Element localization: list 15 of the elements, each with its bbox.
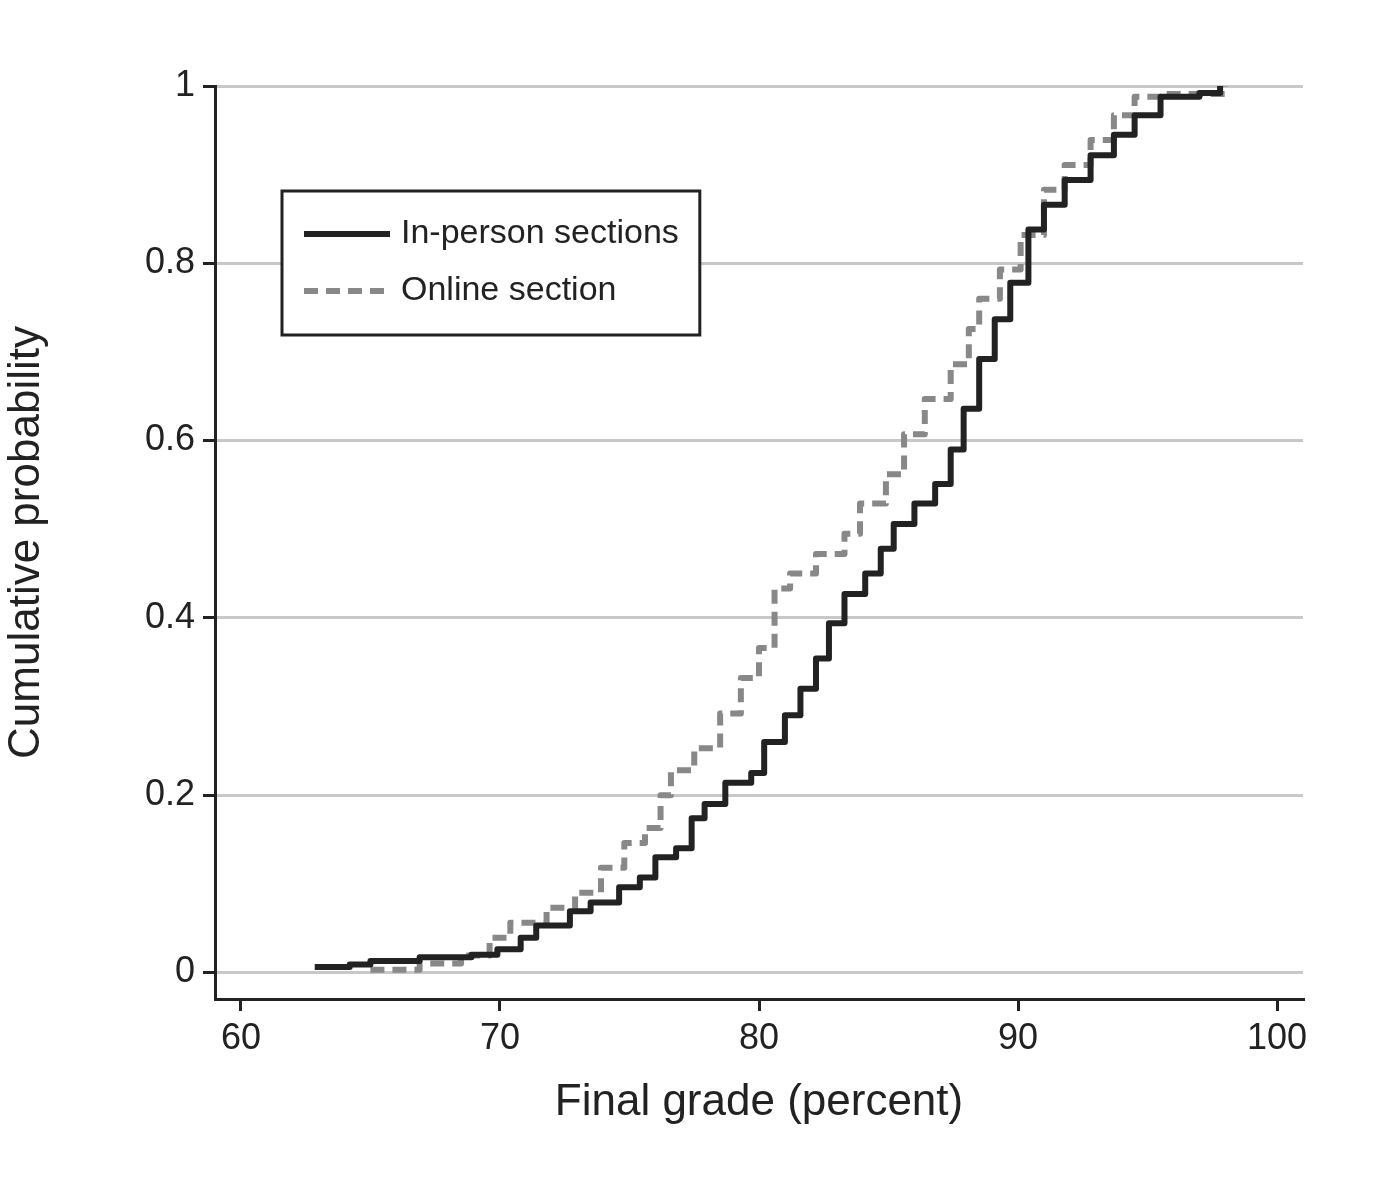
x-tick-label: 70 [479,1015,520,1057]
y-tick-label: 0 [174,949,195,991]
x-tick-label: 60 [220,1015,261,1057]
y-tick-label: 0.8 [144,240,195,282]
y-axis-title: Cumulative probability [0,326,48,759]
y-tick-label: 1 [174,62,195,104]
legend-label: In-person sections [401,212,679,251]
x-tick-label: 80 [738,1015,780,1057]
y-tick-label: 0.2 [144,772,195,814]
x-tick-label: 100 [1247,1015,1308,1057]
y-tick-label: 0.6 [144,417,195,459]
legend-label: Online section [401,269,617,308]
x-axis-title: Final grade (percent) [554,1074,964,1124]
x-tick-label: 90 [998,1015,1039,1057]
y-tick-label: 0.4 [144,594,195,636]
